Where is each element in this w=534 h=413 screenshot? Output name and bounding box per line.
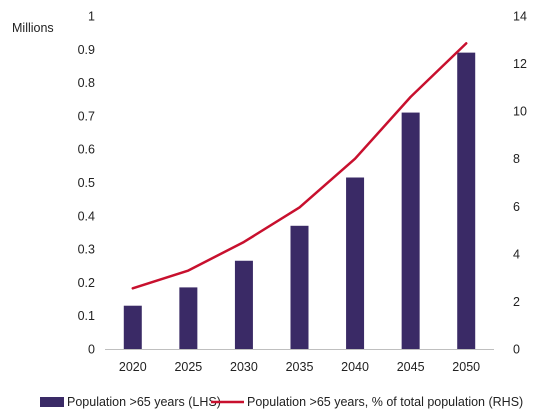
left-tick-label: 0.5 bbox=[78, 176, 95, 190]
x-tick-label: 2030 bbox=[230, 360, 258, 374]
left-tick-label: 0.4 bbox=[78, 209, 95, 223]
x-tick-label: 2020 bbox=[119, 360, 147, 374]
left-tick-label: 0.8 bbox=[78, 76, 95, 90]
right-tick-label: 0 bbox=[513, 343, 520, 357]
right-axis-ticks: 0 2 4 6 8 10 12 14 bbox=[513, 10, 527, 357]
legend-bar-swatch bbox=[40, 397, 64, 407]
left-axis-unit-label: Millions bbox=[12, 21, 54, 35]
right-tick-label: 2 bbox=[513, 295, 520, 309]
x-tick-label: 2025 bbox=[174, 360, 202, 374]
bar bbox=[234, 260, 253, 349]
right-tick-label: 12 bbox=[513, 57, 527, 71]
left-tick-label: 0.6 bbox=[78, 143, 95, 157]
bar bbox=[346, 177, 365, 349]
left-tick-label: 0.2 bbox=[78, 276, 95, 290]
right-tick-label: 6 bbox=[513, 200, 520, 214]
line-series bbox=[131, 42, 468, 290]
bar bbox=[290, 225, 309, 349]
x-tick-label: 2050 bbox=[452, 360, 480, 374]
right-tick-label: 4 bbox=[513, 247, 520, 261]
bar bbox=[179, 287, 198, 349]
x-axis-ticks: 2020 2025 2030 2035 2040 2045 2050 bbox=[119, 360, 480, 374]
left-tick-label: 0.1 bbox=[78, 309, 95, 323]
right-tick-label: 8 bbox=[513, 152, 520, 166]
legend-line-label: Population >65 years, % of total populat… bbox=[247, 395, 523, 409]
left-tick-label: 0.3 bbox=[78, 243, 95, 257]
left-tick-label: 1 bbox=[88, 10, 95, 24]
left-tick-label: 0 bbox=[88, 343, 95, 357]
legend-bar-label: Population >65 years (LHS) bbox=[67, 395, 221, 409]
x-tick-label: 2035 bbox=[286, 360, 314, 374]
bar-series bbox=[123, 52, 476, 349]
left-tick-label: 0.7 bbox=[78, 109, 95, 123]
bar bbox=[401, 112, 420, 349]
left-tick-label: 0.9 bbox=[78, 43, 95, 57]
right-tick-label: 10 bbox=[513, 105, 527, 119]
right-tick-label: 14 bbox=[513, 10, 527, 24]
bar bbox=[457, 52, 476, 349]
legend: Population >65 years (LHS) Population >6… bbox=[40, 395, 523, 409]
x-tick-label: 2040 bbox=[341, 360, 369, 374]
bar bbox=[123, 305, 142, 349]
left-axis-ticks: 0 0.1 0.2 0.3 0.4 0.5 0.6 0.7 0.8 0.9 1 bbox=[78, 10, 95, 357]
x-tick-label: 2045 bbox=[397, 360, 425, 374]
